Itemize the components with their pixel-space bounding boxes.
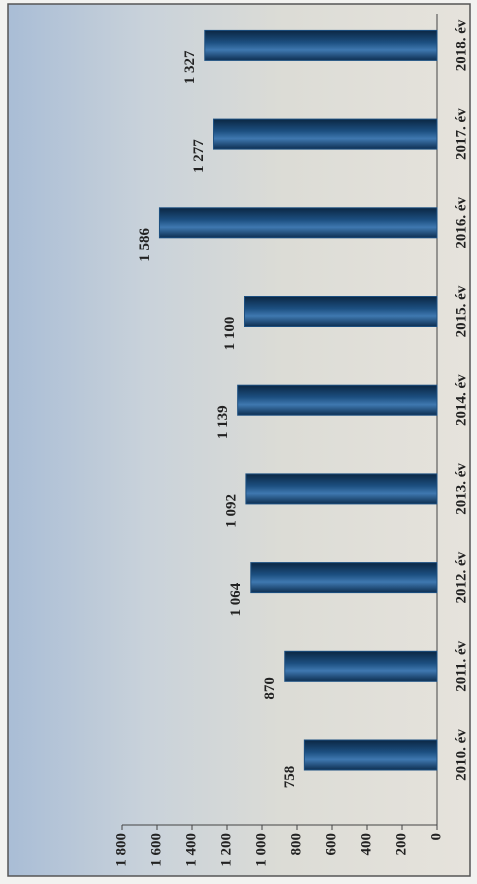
x-tick-label: 2015. év [453,285,469,337]
x-tick-label: 2011. év [453,640,469,691]
value-label: 1 064 [228,582,244,616]
y-tick-label: 400 [358,833,374,856]
bar [158,207,438,239]
rotated-plot: 0 200 400 600 800 1 000 1 200 1 400 1 600 1 800 20… [113,14,469,867]
bar [250,562,438,594]
bar [303,739,438,771]
y-tick-label: 1 400 [183,833,199,867]
value-label: 758 [282,766,298,789]
y-tick-label: 1 000 [253,833,269,867]
value-label: 870 [262,677,278,700]
value-label: 1 100 [222,317,238,351]
value-label: 1 327 [182,50,198,84]
value-label: 1 586 [137,227,153,261]
y-tick-label: 1 800 [113,833,129,867]
y-tick-label: 0 [428,833,444,841]
bar [204,29,438,61]
y-tick-label: 800 [288,833,304,856]
bar [245,473,438,505]
y-tick-label: 200 [393,833,409,856]
x-tick-label: 2010. év [453,729,469,781]
y-tick-label: 1 600 [148,833,164,867]
x-tick-label: 2016. év [453,196,469,248]
y-tick-label: 600 [323,833,339,856]
value-label: 1 139 [215,405,231,439]
bar [237,384,438,416]
x-tick-label: 2018. év [453,19,469,71]
x-tick-label: 2013. év [453,463,469,515]
x-tick-label: 2014. év [453,374,469,426]
y-tick-label: 1 200 [218,833,234,867]
bar [244,296,438,327]
x-tick-label: 2017. év [453,108,469,160]
bar [284,650,438,682]
x-tick-label: 2012. év [453,551,469,603]
value-label: 1 092 [223,494,239,528]
value-label: 1 277 [191,139,207,173]
bar [213,118,438,150]
